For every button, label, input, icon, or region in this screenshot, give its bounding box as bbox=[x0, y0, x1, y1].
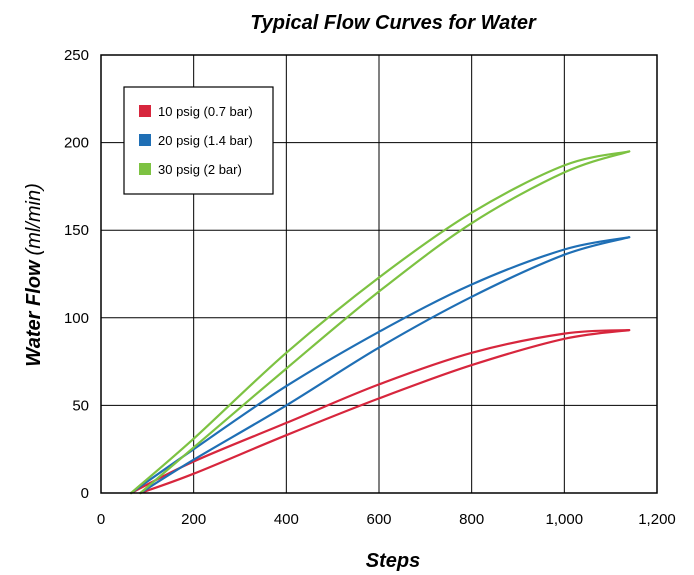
legend-swatch bbox=[139, 163, 151, 175]
x-tick-label: 1,200 bbox=[638, 511, 676, 528]
series-1-upper-line bbox=[130, 329, 631, 495]
x-tick-label: 0 bbox=[97, 511, 105, 528]
x-tick-label: 600 bbox=[366, 511, 391, 528]
series-2 bbox=[130, 236, 631, 495]
tick-labels: 0 200 400 600 800 1,000 1,200 0 50 100 150 200 250 bbox=[64, 47, 676, 528]
legend-swatch bbox=[139, 105, 151, 117]
x-tick-label: 1,000 bbox=[546, 511, 584, 528]
plot-frame bbox=[100, 54, 658, 494]
x-axis-title: Steps bbox=[366, 550, 420, 572]
chart-title: Typical Flow Curves for Water bbox=[250, 12, 537, 34]
series-3-lower-line bbox=[139, 150, 631, 495]
y-tick-label: 0 bbox=[81, 485, 89, 502]
y-tick-label: 100 bbox=[64, 310, 89, 327]
y-tick-label: 200 bbox=[64, 135, 89, 152]
legend-label: 20 psig (1.4 bar) bbox=[158, 133, 253, 148]
series-3-upper-line bbox=[130, 150, 631, 495]
series-2-lower-line bbox=[139, 236, 631, 495]
x-tick-label: 200 bbox=[181, 511, 206, 528]
legend-swatch bbox=[139, 134, 151, 146]
y-tick-label: 250 bbox=[64, 47, 89, 64]
legend-label: 10 psig (0.7 bar) bbox=[158, 104, 253, 119]
x-tick-label: 800 bbox=[459, 511, 484, 528]
series-2-upper-line bbox=[130, 236, 631, 495]
y-tick-label: 150 bbox=[64, 222, 89, 239]
y-axis-title-unit: (ml/min) bbox=[23, 183, 45, 255]
x-tick-label: 400 bbox=[274, 511, 299, 528]
series-1-lower-line bbox=[139, 329, 631, 495]
curves bbox=[130, 150, 631, 495]
y-axis-title: Water Flow (ml/min) bbox=[23, 183, 45, 367]
legend: 10 psig (0.7 bar) 20 psig (1.4 bar) 30 psi… bbox=[123, 86, 274, 195]
legend-label: 30 psig (2 bar) bbox=[158, 162, 242, 177]
y-axis-title-main: Water Flow bbox=[23, 259, 45, 367]
series-1 bbox=[130, 329, 631, 495]
series-3 bbox=[130, 150, 631, 495]
y-tick-label: 50 bbox=[72, 397, 89, 414]
